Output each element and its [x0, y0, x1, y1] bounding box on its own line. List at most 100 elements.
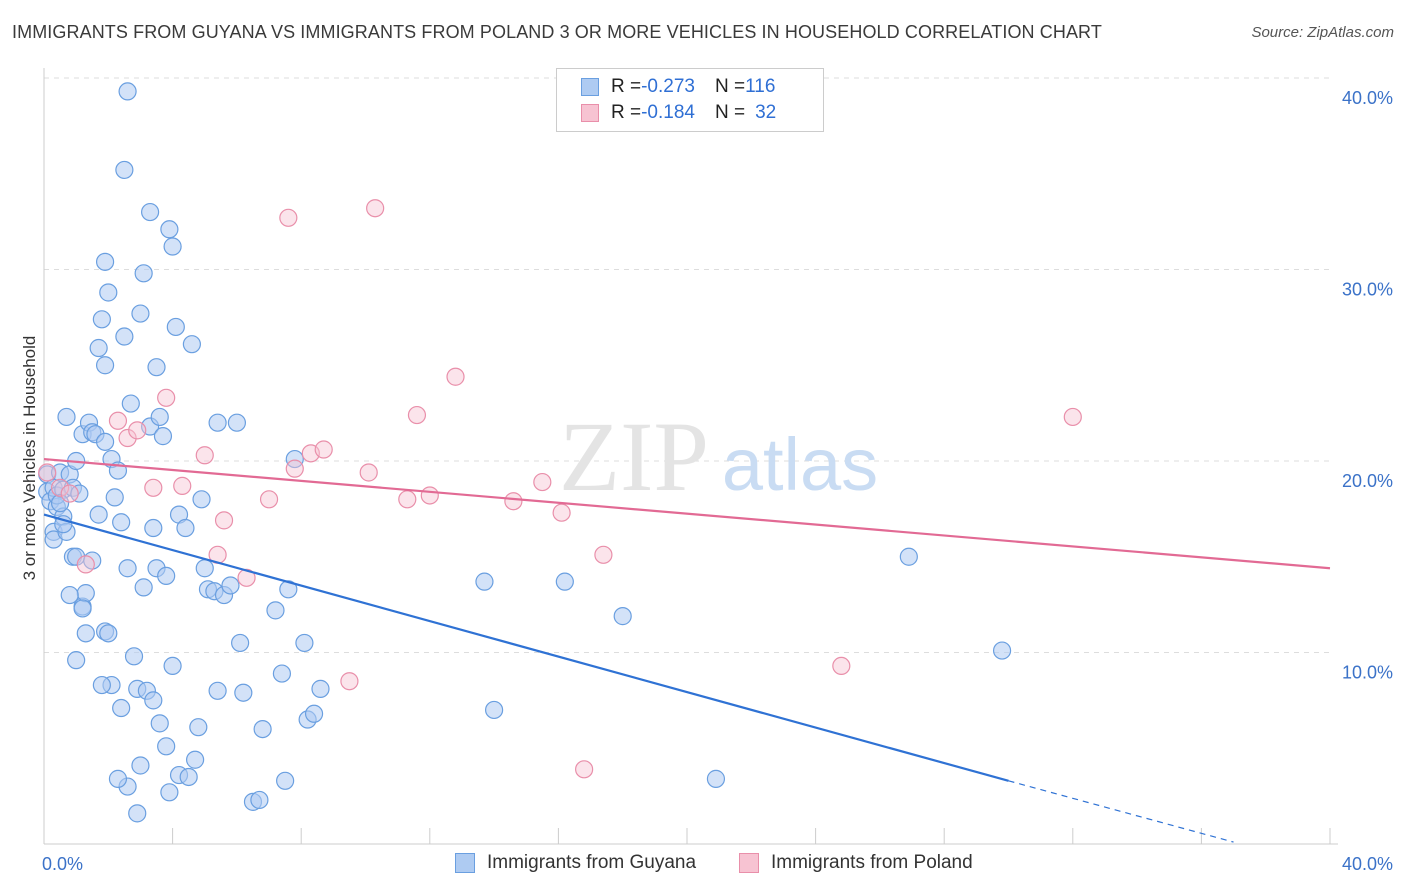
point-poland: [214, 511, 234, 530]
point-guyana: [231, 633, 250, 653]
point-guyana: [234, 683, 253, 702]
point-poland: [38, 463, 57, 482]
y-tick-label: 30.0%: [1342, 280, 1393, 300]
point-guyana: [153, 427, 173, 446]
bottom-legend-item-poland[interactable]: Immigrants from Poland: [739, 852, 973, 874]
point-guyana: [108, 769, 128, 788]
point-guyana: [73, 599, 92, 618]
point-guyana: [95, 356, 115, 375]
point-guyana: [134, 264, 153, 283]
point-guyana: [112, 513, 131, 532]
point-poland: [366, 199, 385, 218]
point-guyana: [115, 327, 134, 346]
point-poland: [407, 405, 427, 425]
point-guyana: [131, 304, 150, 323]
point-guyana: [613, 607, 632, 626]
point-guyana: [250, 790, 269, 810]
trendline-guyana-extension: [1008, 780, 1234, 843]
point-poland: [157, 388, 176, 407]
point-guyana: [50, 494, 70, 513]
point-guyana: [176, 518, 195, 538]
point-guyana: [118, 82, 137, 101]
point-guyana: [706, 769, 726, 788]
point-poland: [173, 476, 192, 495]
legend-swatch-guyana: [581, 78, 599, 96]
point-guyana: [118, 559, 137, 578]
point-guyana: [99, 624, 118, 643]
point-guyana: [115, 160, 134, 180]
legend-n-label: N =: [714, 102, 746, 123]
point-poland: [832, 656, 851, 676]
watermark-zip: ZIP: [559, 401, 709, 512]
point-guyana: [128, 804, 147, 823]
point-guyana: [147, 358, 166, 377]
point-guyana: [163, 656, 182, 676]
legend-n-value: 32: [755, 102, 777, 123]
point-guyana: [67, 651, 86, 670]
point-guyana: [179, 767, 198, 787]
point-poland: [60, 484, 79, 503]
point-guyana: [144, 518, 163, 538]
legend-r-value: -0.184: [641, 102, 695, 123]
point-guyana: [195, 559, 214, 578]
chart-title: IMMIGRANTS FROM GUYANA VS IMMIGRANTS FRO…: [12, 22, 1102, 42]
point-guyana: [186, 750, 205, 769]
trendline-poland: [43, 457, 1331, 570]
point-guyana: [140, 202, 160, 222]
legend-row-poland: R = -0.184 N = 32: [581, 101, 776, 125]
point-guyana: [266, 601, 285, 620]
point-guyana: [121, 394, 140, 413]
point-guyana: [311, 679, 330, 698]
point-poland: [76, 555, 95, 574]
point-guyana: [304, 704, 324, 723]
point-guyana: [157, 737, 176, 756]
point-guyana: [150, 714, 169, 733]
y-tick-label: 20.0%: [1342, 471, 1393, 491]
point-guyana: [92, 675, 111, 695]
point-guyana: [166, 317, 185, 337]
point-poland: [420, 486, 439, 505]
legend-n-value: 116: [745, 76, 776, 97]
point-guyana: [76, 584, 95, 603]
point-poland: [118, 428, 137, 448]
point-guyana: [54, 515, 73, 534]
point-guyana: [276, 771, 295, 790]
point-guyana: [124, 647, 144, 666]
point-poland: [285, 459, 304, 478]
point-guyana: [95, 432, 115, 451]
point-guyana: [89, 338, 108, 358]
point-poland: [398, 490, 417, 509]
point-guyana: [227, 413, 246, 432]
point-guyana: [992, 641, 1012, 660]
watermark-atlas: atlas: [722, 423, 878, 506]
point-guyana: [144, 691, 163, 710]
bottom-legend-swatch-poland: [739, 853, 759, 873]
point-poland: [314, 440, 333, 459]
point-guyana: [95, 252, 115, 271]
point-poland: [552, 503, 571, 522]
legend-row-guyana: R = -0.273 N = 116: [581, 75, 775, 99]
point-poland: [575, 760, 594, 779]
point-guyana: [157, 566, 176, 586]
legend-box: R = -0.273 N = 116 R = -0.184 N = 32: [556, 68, 824, 132]
legend-r-value: -0.273: [641, 76, 695, 97]
point-poland: [1063, 407, 1082, 427]
bottom-legend-label-poland: Immigrants from Poland: [771, 852, 973, 873]
point-guyana: [189, 718, 208, 737]
point-guyana: [163, 237, 182, 256]
point-guyana: [208, 413, 227, 432]
point-guyana: [76, 624, 95, 643]
legend-r-label: R =: [611, 102, 642, 123]
point-guyana: [150, 407, 169, 427]
bottom-legend-item-guyana[interactable]: Immigrants from Guyana: [455, 852, 696, 874]
point-guyana: [89, 505, 108, 524]
point-guyana: [134, 578, 153, 597]
legend-r-label: R =: [611, 76, 642, 97]
x-tick-label-max: 40.0%: [1342, 854, 1393, 874]
point-guyana: [485, 700, 504, 720]
point-guyana: [285, 449, 304, 469]
point-guyana: [253, 719, 272, 739]
point-poland: [533, 472, 552, 492]
point-poland: [108, 411, 128, 430]
